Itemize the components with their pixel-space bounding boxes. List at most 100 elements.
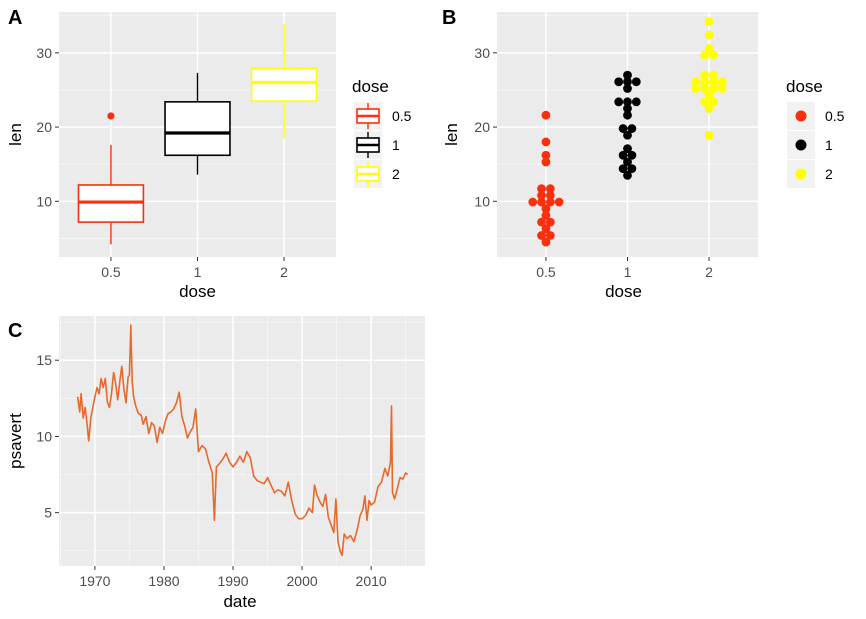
dot-point bbox=[704, 17, 714, 27]
dot-point bbox=[709, 84, 718, 93]
dot-point bbox=[541, 137, 551, 147]
dot-point bbox=[623, 77, 632, 87]
x-tick-label: 2010 bbox=[356, 573, 387, 589]
legend-label: 1 bbox=[392, 137, 400, 153]
x-tick-label: 1 bbox=[194, 264, 202, 280]
dot-point bbox=[537, 231, 546, 240]
dot-point bbox=[700, 70, 710, 80]
dot-point bbox=[704, 104, 714, 113]
legend-key-dot bbox=[795, 110, 807, 122]
dot-point bbox=[704, 30, 714, 40]
panel-c-lines bbox=[76, 324, 409, 557]
panel-a-y-axis-title: len bbox=[6, 123, 25, 146]
dot-point bbox=[541, 157, 551, 167]
dot-point bbox=[545, 190, 555, 200]
y-tick-label: 10 bbox=[474, 193, 490, 209]
panel-b-tag: B bbox=[442, 7, 456, 29]
dot-point bbox=[631, 77, 641, 87]
dot-point bbox=[700, 77, 710, 87]
panel-c-tag: C bbox=[8, 320, 22, 342]
dot-point bbox=[623, 70, 632, 80]
dot-point bbox=[700, 50, 710, 60]
y-tick-label: 10 bbox=[36, 428, 52, 444]
x-tick-label: 1980 bbox=[148, 573, 179, 589]
panel-c: C 1970 1980 1990 2000 2010 5 10 15 date psavert bbox=[6, 316, 425, 611]
legend-label: 1 bbox=[825, 137, 833, 153]
panel-c-x-axis-title: date bbox=[223, 592, 256, 611]
legend-label: 0.5 bbox=[825, 108, 845, 124]
dot-point bbox=[623, 84, 632, 93]
dot-point bbox=[709, 50, 718, 60]
panel-a-legend: dose 0.5 1 2 bbox=[352, 77, 412, 188]
dot-point bbox=[554, 197, 564, 207]
dot-point bbox=[537, 184, 546, 194]
panel-b-dots bbox=[528, 17, 727, 247]
y-tick-label: 5 bbox=[44, 505, 52, 521]
dot-point bbox=[623, 97, 632, 107]
x-tick-label: 2000 bbox=[287, 573, 318, 589]
panel-c-grid bbox=[59, 316, 425, 566]
dot-point bbox=[545, 217, 555, 227]
panel-a-x-axis-title: dose bbox=[179, 282, 216, 301]
dot-point bbox=[627, 164, 637, 174]
panel-b-x-axis-title: dose bbox=[605, 282, 642, 301]
y-tick-label: 30 bbox=[474, 45, 490, 61]
dot-point bbox=[623, 157, 632, 167]
dot-point bbox=[627, 124, 637, 133]
dot-point bbox=[541, 211, 551, 220]
legend-key-dot bbox=[795, 139, 807, 151]
y-tick-label: 20 bbox=[36, 119, 52, 135]
x-tick-label: 2 bbox=[280, 264, 288, 280]
dot-point bbox=[545, 197, 555, 207]
panel-a-tag: A bbox=[8, 7, 22, 29]
legend-label: 2 bbox=[392, 166, 400, 182]
x-tick-label: 0.5 bbox=[536, 264, 556, 280]
panel-a-legend-title: dose bbox=[352, 77, 389, 96]
dot-point bbox=[709, 77, 718, 87]
dot-point bbox=[614, 97, 624, 107]
x-tick-label: 1 bbox=[624, 264, 632, 280]
dot-point bbox=[623, 170, 632, 180]
dot-point bbox=[537, 197, 546, 207]
dot-point bbox=[541, 110, 551, 120]
dot-point bbox=[627, 150, 637, 160]
outlier-point bbox=[107, 112, 115, 120]
panel-b-legend: dose 0.5 1 2 bbox=[786, 77, 845, 188]
dot-point bbox=[618, 150, 628, 160]
dot-point bbox=[545, 231, 555, 240]
dot-point bbox=[691, 77, 701, 87]
dot-point bbox=[717, 77, 727, 87]
dot-point bbox=[691, 84, 701, 93]
series-line bbox=[76, 324, 409, 557]
dot-point bbox=[709, 70, 718, 80]
dot-point bbox=[631, 97, 641, 107]
dot-point bbox=[717, 84, 727, 93]
dot-point bbox=[614, 77, 624, 87]
panel-c-y-axis-title: psavert bbox=[6, 413, 25, 469]
panel-a-boxes bbox=[77, 23, 318, 245]
dot-point bbox=[541, 150, 551, 160]
panel-a: A 10 20 30 0.5 1 2 dose len dose 0.5 1 2 bbox=[6, 7, 412, 301]
dot-point bbox=[700, 97, 710, 107]
legend-label: 0.5 bbox=[392, 108, 412, 124]
dot-point bbox=[541, 204, 551, 214]
dot-point bbox=[704, 130, 714, 140]
y-tick-label: 15 bbox=[36, 352, 52, 368]
panel-c-plot-background bbox=[59, 316, 425, 566]
dot-point bbox=[537, 217, 546, 227]
panel-b-legend-title: dose bbox=[786, 77, 823, 96]
legend-label: 2 bbox=[825, 166, 833, 182]
dot-point bbox=[618, 164, 628, 174]
x-tick-label: 2 bbox=[705, 264, 713, 280]
dot-point bbox=[545, 184, 555, 194]
dot-point bbox=[709, 97, 718, 107]
dot-point bbox=[623, 130, 632, 140]
y-tick-label: 20 bbox=[474, 119, 490, 135]
panel-b-y-axis-title: len bbox=[442, 123, 461, 146]
box-body bbox=[164, 101, 231, 157]
dot-point bbox=[704, 43, 714, 53]
dot-point bbox=[623, 104, 632, 113]
dot-point bbox=[528, 197, 538, 207]
dot-point bbox=[618, 124, 628, 133]
